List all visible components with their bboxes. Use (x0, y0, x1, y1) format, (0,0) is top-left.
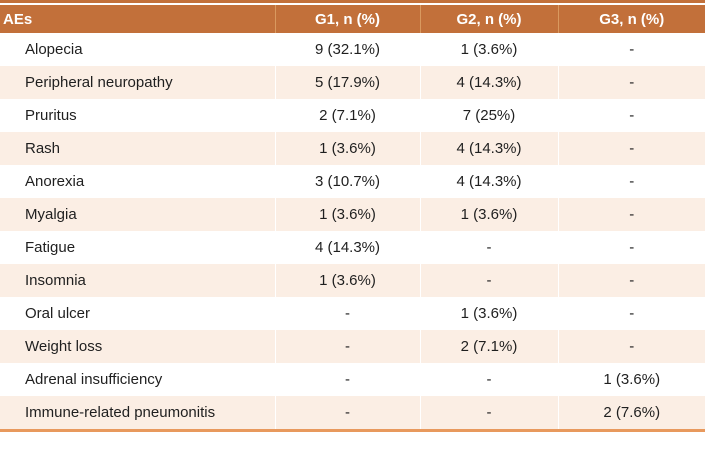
g2-value: 1 (3.6%) (419, 33, 558, 66)
g3-value: - (557, 132, 705, 165)
adverse-events-table: AEs G1, n (%) G2, n (%) G3, n (%) Alopec… (0, 5, 705, 429)
g2-value: 7 (25%) (419, 99, 558, 132)
g3-value: - (557, 330, 705, 363)
g3-value: - (557, 99, 705, 132)
g2-value: 4 (14.3%) (419, 165, 558, 198)
g3-value: - (557, 297, 705, 330)
table-row: Alopecia 9 (32.1%) 1 (3.6%) - (0, 33, 705, 66)
g3-value: 2 (7.6%) (557, 396, 705, 429)
g2-value: 1 (3.6%) (419, 198, 558, 231)
g2-value: - (419, 231, 558, 264)
ae-name: Peripheral neuropathy (25, 74, 173, 91)
g1-value: 3 (10.7%) (274, 165, 420, 198)
column-header-g2: G2, n (%) (419, 5, 558, 33)
g1-value: 5 (17.9%) (274, 66, 420, 99)
g1-value: 9 (32.1%) (274, 33, 420, 66)
g1-value: 2 (7.1%) (274, 99, 420, 132)
g3-value: - (557, 33, 705, 66)
g1-value: 1 (3.6%) (274, 264, 420, 297)
table-row: Peripheral neuropathy 5 (17.9%) 4 (14.3%… (0, 66, 705, 99)
g1-value: - (274, 297, 420, 330)
g1-value: 4 (14.3%) (274, 231, 420, 264)
ae-name: Myalgia (25, 206, 77, 223)
g1-value: 1 (3.6%) (274, 198, 420, 231)
ae-name: Adrenal insufficiency (25, 371, 163, 388)
g3-value: - (557, 231, 705, 264)
column-header-aes: AEs (0, 5, 275, 33)
g2-value: - (419, 363, 558, 396)
ae-name: Weight loss (25, 338, 103, 355)
table-row: Adrenal insufficiency - - 1 (3.6%) (0, 363, 705, 396)
g2-value: 2 (7.1%) (419, 330, 558, 363)
adverse-events-table-container: AEs G1, n (%) G2, n (%) G3, n (%) Alopec… (0, 0, 705, 432)
g3-value: - (557, 264, 705, 297)
g3-value: - (557, 66, 705, 99)
table-row: Anorexia 3 (10.7%) 4 (14.3%) - (0, 165, 705, 198)
g3-value: - (557, 165, 705, 198)
g2-value: 4 (14.3%) (419, 132, 558, 165)
ae-name: Immune-related pneumonitis (25, 404, 216, 421)
ae-name: Insomnia (25, 272, 86, 289)
column-header-g3: G3, n (%) (557, 5, 705, 33)
ae-name: Rash (25, 140, 61, 157)
table-top-border (0, 0, 705, 3)
table-row: Myalgia 1 (3.6%) 1 (3.6%) - (0, 198, 705, 231)
g3-value: 1 (3.6%) (557, 363, 705, 396)
table-row: Fatigue 4 (14.3%) - - (0, 231, 705, 264)
table-row: Insomnia 1 (3.6%) - - (0, 264, 705, 297)
table-row: Immune-related pneumonitis - - 2 (7.6%) (0, 396, 705, 429)
ae-name: Oral ulcer (25, 305, 91, 322)
g1-value: - (274, 330, 420, 363)
ae-name: Alopecia (25, 41, 83, 58)
g1-value: - (274, 396, 420, 429)
table-row: Rash 1 (3.6%) 4 (14.3%) - (0, 132, 705, 165)
g2-value: - (419, 264, 558, 297)
table-bottom-border (0, 429, 705, 432)
g1-value: - (274, 363, 420, 396)
ae-name: Pruritus (25, 107, 77, 124)
table-row: Oral ulcer - 1 (3.6%) - (0, 297, 705, 330)
ae-name: Anorexia (25, 173, 85, 190)
ae-name: Fatigue (25, 239, 76, 256)
g1-value: 1 (3.6%) (274, 132, 420, 165)
table-row: Weight loss - 2 (7.1%) - (0, 330, 705, 363)
g3-value: - (557, 198, 705, 231)
g2-value: 1 (3.6%) (419, 297, 558, 330)
table-row: Pruritus 2 (7.1%) 7 (25%) - (0, 99, 705, 132)
g2-value: - (419, 396, 558, 429)
column-header-g1: G1, n (%) (274, 5, 420, 33)
header-row: AEs G1, n (%) G2, n (%) G3, n (%) (0, 5, 705, 33)
g2-value: 4 (14.3%) (419, 66, 558, 99)
